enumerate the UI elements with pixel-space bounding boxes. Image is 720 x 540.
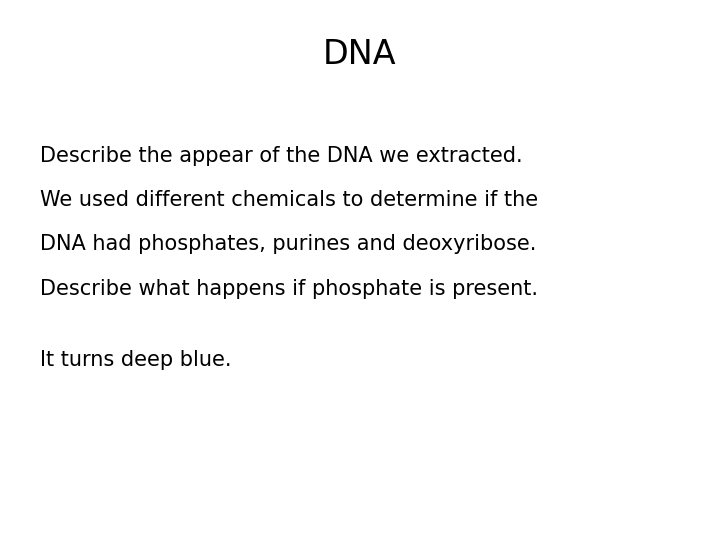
Text: Describe the appear of the DNA we extracted.: Describe the appear of the DNA we extrac… [40, 146, 522, 166]
Text: Describe what happens if phosphate is present.: Describe what happens if phosphate is pr… [40, 279, 538, 299]
Text: DNA: DNA [323, 38, 397, 71]
Text: It turns deep blue.: It turns deep blue. [40, 350, 231, 370]
Text: We used different chemicals to determine if the: We used different chemicals to determine… [40, 190, 538, 210]
Text: DNA had phosphates, purines and deoxyribose.: DNA had phosphates, purines and deoxyrib… [40, 234, 536, 254]
